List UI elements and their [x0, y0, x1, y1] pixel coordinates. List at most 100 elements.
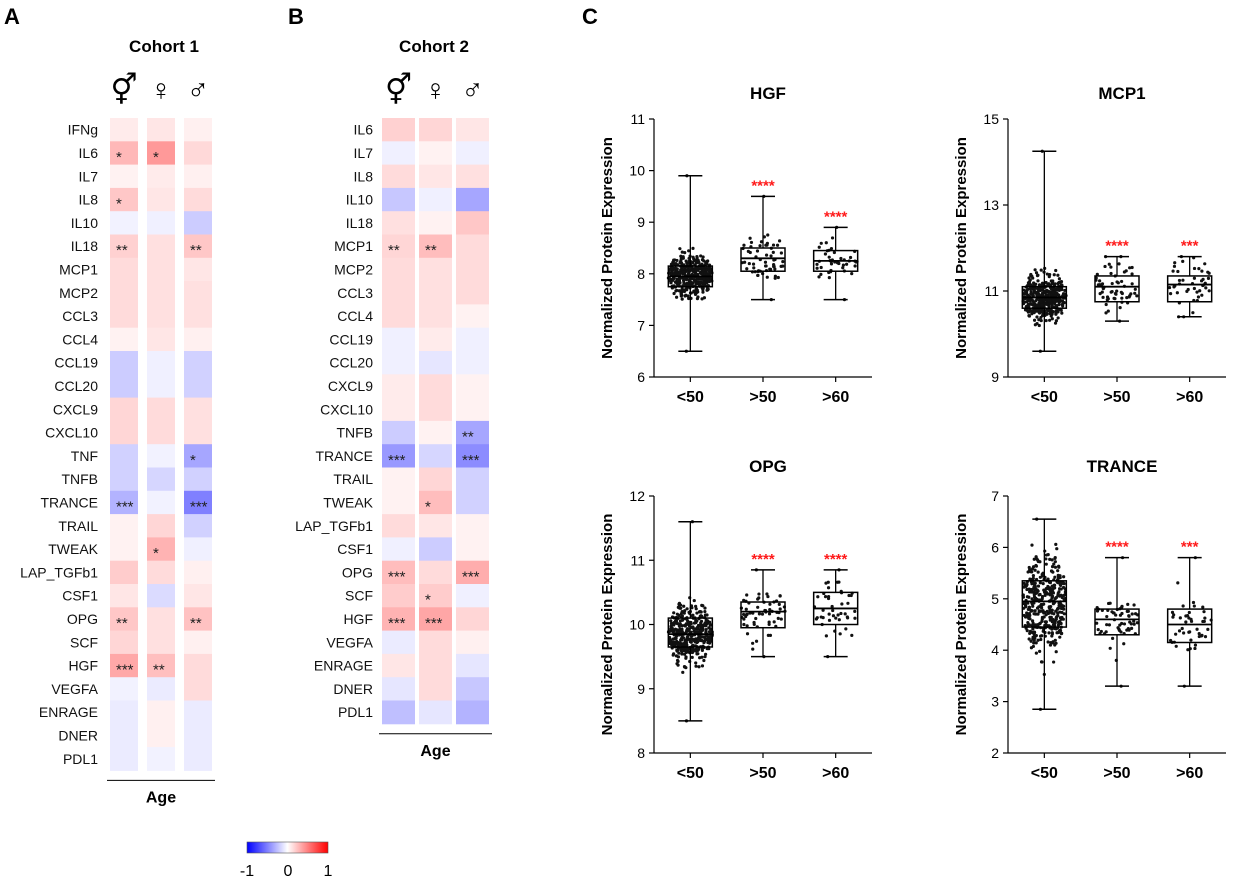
significance-mark: *** — [388, 615, 406, 632]
data-point — [684, 259, 688, 263]
data-point — [777, 239, 782, 243]
row-label-mcp2: MCP2 — [59, 285, 98, 301]
data-point — [1125, 628, 1129, 632]
data-point — [1200, 269, 1204, 273]
data-point — [1199, 634, 1204, 638]
heatmap-cell — [456, 537, 489, 562]
data-point — [1116, 626, 1120, 630]
data-point — [1173, 261, 1177, 265]
x-tick-label: >50 — [749, 765, 776, 782]
data-point — [690, 655, 694, 659]
heatmap-cell — [147, 444, 175, 468]
data-point — [679, 636, 683, 641]
x-tick-label: >60 — [822, 765, 849, 782]
data-point — [1031, 573, 1036, 578]
data-point — [1031, 627, 1035, 631]
data-point — [773, 274, 777, 278]
data-point — [1032, 641, 1036, 645]
row-label-dner: DNER — [58, 727, 98, 743]
heatmap-cell — [110, 420, 138, 445]
data-point — [675, 630, 679, 634]
data-point — [680, 609, 684, 614]
heatmap-cell — [184, 118, 212, 142]
heatmap-cell — [147, 537, 175, 562]
heatmap-cell — [147, 420, 175, 445]
data-point — [674, 295, 679, 299]
data-point — [749, 240, 754, 245]
row-label-ccl20: CCL20 — [329, 355, 373, 371]
row-label-opg: OPG — [67, 611, 98, 627]
heatmap-cell — [184, 490, 212, 515]
data-point — [827, 618, 832, 622]
data-point — [751, 641, 755, 645]
data-point — [832, 250, 836, 255]
data-point — [1048, 643, 1053, 647]
data-point — [1056, 310, 1060, 314]
heatmap-cell — [184, 514, 212, 538]
data-point — [765, 275, 769, 279]
data-point — [1052, 562, 1056, 566]
data-point — [671, 637, 676, 641]
data-point — [1055, 547, 1059, 551]
data-point — [703, 636, 707, 641]
significance-mark: **** — [824, 551, 848, 568]
sex-symbol-1: ♀ — [424, 74, 447, 107]
data-point — [697, 665, 701, 669]
plot-title: MCP1 — [1098, 84, 1145, 103]
data-point — [1033, 268, 1037, 272]
row-label-ccl20: CCL20 — [54, 378, 98, 394]
data-point — [1040, 660, 1044, 664]
data-point — [1055, 303, 1059, 308]
data-point — [1050, 317, 1054, 321]
data-point — [704, 630, 708, 634]
y-tick-label: 6 — [991, 539, 999, 555]
data-point — [674, 636, 678, 640]
data-point — [1207, 271, 1211, 275]
data-point — [1063, 288, 1067, 293]
y-tick-label: 12 — [629, 488, 645, 504]
heatmap-cell — [382, 630, 415, 655]
data-point — [1027, 565, 1031, 570]
data-point — [1059, 587, 1063, 591]
data-point — [763, 260, 768, 264]
heatmap-cell — [382, 537, 415, 562]
data-point — [1047, 275, 1051, 279]
data-point — [1122, 622, 1127, 626]
data-point — [1048, 557, 1052, 561]
heatmap-cell — [184, 211, 212, 235]
data-point — [1043, 302, 1047, 306]
data-point — [1028, 617, 1032, 621]
data-point — [1116, 281, 1120, 285]
data-point — [1050, 558, 1054, 562]
data-point — [1029, 272, 1033, 277]
boxplot-trance: TRANCE Normalized Protein Expression 2 3 4 5 6… — [953, 457, 1226, 782]
data-point — [827, 255, 831, 259]
data-point — [844, 627, 848, 631]
data-point — [827, 276, 831, 280]
data-point — [678, 260, 682, 265]
data-point — [742, 243, 746, 247]
data-point — [689, 281, 693, 285]
y-axis-label: Normalized Protein Expression — [953, 137, 970, 359]
heatmap-cell — [110, 537, 138, 562]
data-point — [1036, 584, 1041, 588]
data-point — [1174, 644, 1178, 648]
data-point — [1054, 319, 1058, 323]
data-point — [1119, 630, 1123, 634]
data-point — [1050, 634, 1054, 638]
data-point — [1172, 613, 1176, 617]
data-point — [1034, 641, 1038, 645]
heatmap-cell — [419, 141, 452, 166]
data-point — [1037, 323, 1041, 328]
heatmap-cell — [147, 700, 175, 725]
significance-mark: **** — [751, 551, 775, 568]
data-point — [1202, 610, 1206, 614]
data-point — [694, 604, 698, 608]
data-point — [682, 604, 686, 608]
heatmap-cell — [184, 420, 212, 445]
heatmap-cell — [110, 141, 138, 166]
data-point — [848, 255, 853, 260]
heatmap-cell — [110, 187, 138, 212]
data-point — [1033, 584, 1037, 588]
y-tick-label: 5 — [991, 591, 999, 607]
